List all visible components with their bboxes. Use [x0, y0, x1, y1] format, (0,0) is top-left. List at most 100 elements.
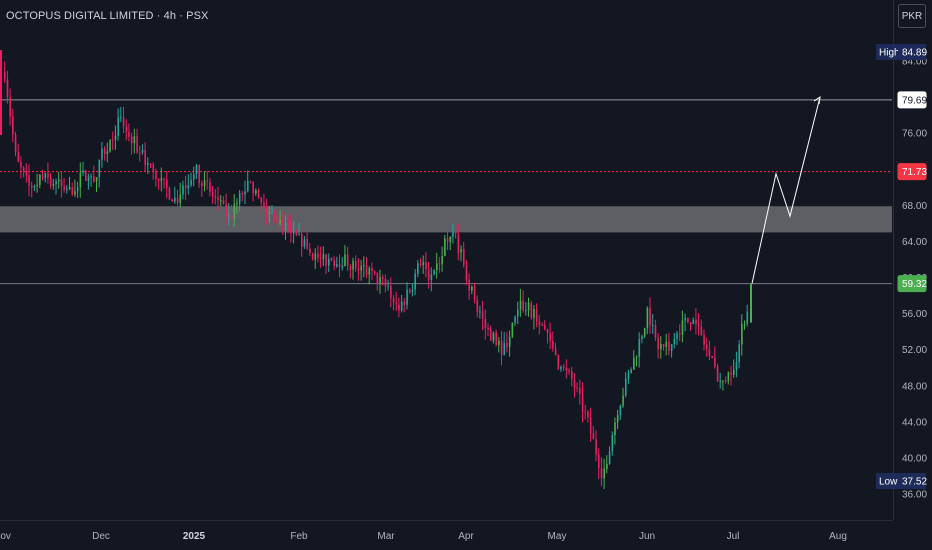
candle	[565, 368, 568, 371]
candle	[201, 183, 203, 187]
candle	[535, 309, 538, 322]
low-badge	[898, 473, 926, 489]
candle	[117, 117, 119, 136]
candle	[336, 264, 338, 267]
candle	[292, 231, 295, 234]
projection-path[interactable]	[751, 96, 821, 284]
candle	[425, 262, 427, 270]
candle	[614, 422, 616, 435]
candle	[90, 176, 92, 178]
candle	[282, 219, 284, 231]
candle	[646, 308, 649, 329]
candle	[160, 178, 163, 181]
candle	[508, 336, 511, 347]
symbol-title[interactable]: OCTOPUS DIGITAL LIMITED · 4h · PSX	[6, 10, 208, 22]
candle	[714, 357, 716, 367]
candle	[355, 260, 357, 269]
y-tick-label: 56.00	[902, 309, 927, 320]
candle	[319, 257, 322, 259]
candle	[444, 238, 446, 256]
candle	[271, 212, 273, 214]
candle	[479, 311, 481, 313]
candle	[255, 190, 257, 194]
candle	[697, 324, 700, 327]
candle	[492, 332, 495, 341]
candle	[17, 151, 20, 162]
candle	[522, 300, 524, 311]
candle	[446, 238, 449, 242]
candle	[68, 187, 71, 189]
candle	[409, 289, 411, 293]
candle	[595, 439, 597, 455]
candle	[290, 223, 292, 234]
candle	[101, 148, 103, 160]
candle	[500, 340, 503, 355]
candle	[20, 161, 22, 168]
candle	[471, 286, 473, 291]
candle	[328, 258, 330, 266]
candle	[217, 197, 219, 201]
candle	[398, 304, 400, 311]
candle	[641, 336, 643, 340]
currency-button[interactable]: PKR	[898, 4, 926, 28]
candle	[33, 186, 36, 188]
candle	[166, 179, 168, 188]
candle	[346, 254, 349, 266]
candle	[309, 248, 311, 254]
candle	[552, 341, 554, 349]
candle	[517, 309, 519, 317]
candle	[438, 263, 441, 265]
candle	[74, 191, 76, 195]
title-separator-1: ·	[156, 10, 164, 22]
candle	[611, 434, 614, 452]
candle	[238, 193, 241, 204]
high-tag: High	[879, 48, 900, 59]
candle	[371, 268, 373, 271]
candle	[103, 148, 106, 155]
candle	[633, 357, 635, 370]
candle	[122, 117, 125, 127]
candle	[441, 255, 443, 264]
candle	[247, 180, 249, 192]
candle	[168, 187, 171, 200]
candle	[687, 317, 689, 323]
candle	[249, 180, 252, 182]
resistance-price-badge	[897, 163, 927, 181]
candle	[476, 299, 479, 313]
candle	[400, 301, 403, 311]
candle	[468, 280, 470, 291]
resistance-price-value: 71.73	[902, 167, 927, 178]
target-price-badge	[897, 91, 927, 109]
last-price-badge	[897, 275, 927, 293]
candle	[681, 320, 684, 335]
candle	[514, 316, 516, 323]
candle	[549, 332, 551, 342]
candle	[276, 215, 279, 224]
candle	[649, 308, 651, 326]
candle	[60, 179, 63, 187]
x-tick-label: Mar	[377, 531, 395, 542]
candle	[511, 322, 514, 337]
candle	[689, 322, 692, 325]
candle	[719, 380, 722, 382]
candle	[28, 175, 30, 186]
candle	[82, 170, 84, 173]
x-tick-label: Apr	[458, 531, 474, 542]
candle	[708, 349, 711, 357]
candle	[14, 134, 17, 152]
candle	[527, 302, 530, 311]
candle	[598, 454, 600, 469]
candle	[533, 309, 535, 318]
candle	[657, 337, 659, 350]
candle	[433, 269, 435, 275]
candle	[287, 222, 290, 224]
candle	[557, 355, 560, 370]
candle	[155, 171, 157, 179]
candle	[66, 188, 68, 190]
candle	[260, 197, 263, 203]
candle	[660, 344, 662, 350]
candle	[541, 324, 543, 326]
symbol-name: OCTOPUS DIGITAL LIMITED	[6, 10, 154, 22]
candle	[274, 212, 276, 216]
